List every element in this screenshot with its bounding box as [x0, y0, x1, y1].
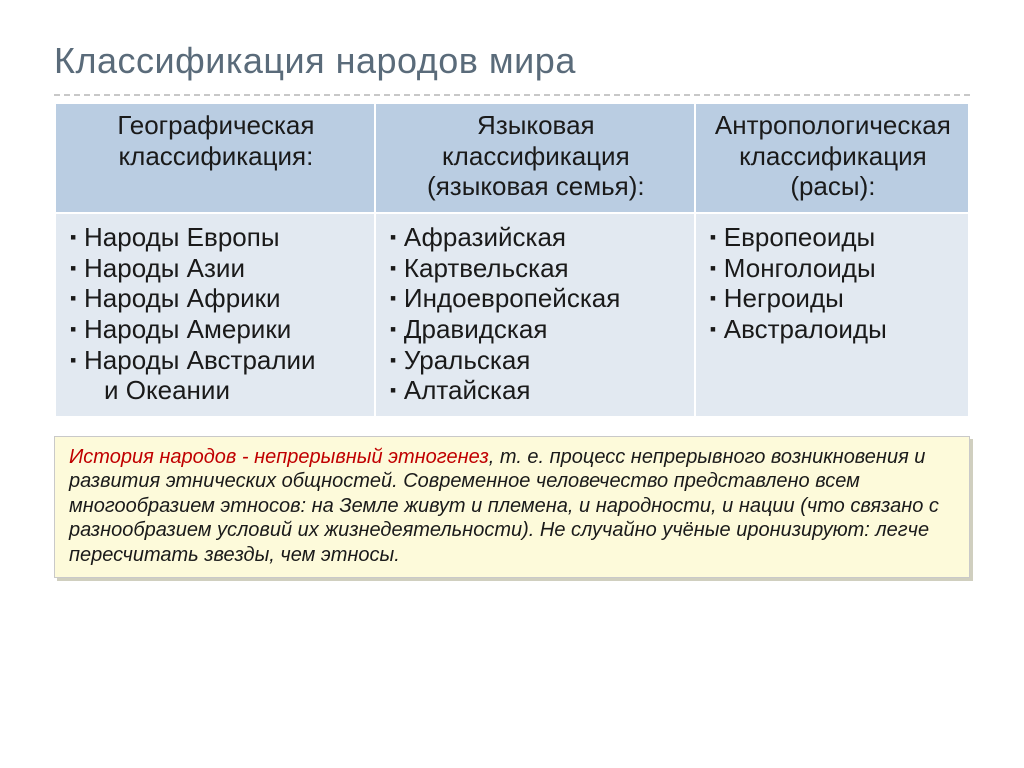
note-lead: История народов - непрерывный этногенез — [69, 446, 489, 468]
list-item: Народы Америки — [70, 314, 362, 345]
col-header-anthropological: Антропологическая классификация (расы): — [695, 103, 969, 213]
page-title: Классификация народов мира — [30, 40, 994, 94]
table-header-row: Географическая классификация: Языковая к… — [55, 103, 969, 213]
list-item-subline: и Океании — [70, 375, 362, 406]
note-box: История народов - непрерывный этногенез,… — [54, 436, 970, 578]
list-item: Дравидская — [390, 314, 682, 345]
list-item: Алтайская — [390, 375, 682, 406]
list-item: Европеоиды — [710, 222, 956, 253]
title-divider — [54, 94, 970, 96]
col-header-linguistic: Языковая классификация (языковая семья): — [375, 103, 695, 213]
list-item: Народы Африки — [70, 283, 362, 314]
table-wrapper: Географическая классификация: Языковая к… — [30, 102, 994, 418]
list-geographic: Народы Европы Народы Азии Народы Африки … — [70, 222, 362, 375]
list-item: Народы Австралии — [70, 345, 362, 376]
classification-table: Географическая классификация: Языковая к… — [54, 102, 970, 418]
cell-linguistic: Афразийская Картвельская Индоевропейская… — [375, 213, 695, 417]
list-linguistic: Афразийская Картвельская Индоевропейская… — [390, 222, 682, 406]
cell-anthropological: Европеоиды Монголоиды Негроиды Австралои… — [695, 213, 969, 417]
col-header-geographic: Географическая классификация: — [55, 103, 375, 213]
list-item: Индоевропейская — [390, 283, 682, 314]
list-item: Картвельская — [390, 253, 682, 284]
list-item: Австралоиды — [710, 314, 956, 345]
list-item: Уральская — [390, 345, 682, 376]
table-row: Народы Европы Народы Азии Народы Африки … — [55, 213, 969, 417]
list-item: Афразийская — [390, 222, 682, 253]
list-item: Народы Азии — [70, 253, 362, 284]
cell-geographic: Народы Европы Народы Азии Народы Африки … — [55, 213, 375, 417]
list-item: Народы Европы — [70, 222, 362, 253]
list-anthropological: Европеоиды Монголоиды Негроиды Австралои… — [710, 222, 956, 345]
list-item: Монголоиды — [710, 253, 956, 284]
list-item: Негроиды — [710, 283, 956, 314]
